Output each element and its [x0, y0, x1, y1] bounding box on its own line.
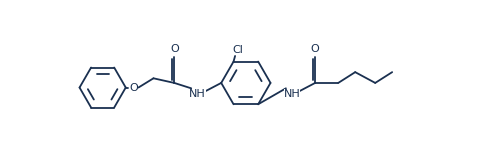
Text: O: O [129, 83, 138, 93]
Text: NH: NH [189, 89, 206, 99]
Text: Cl: Cl [233, 45, 244, 55]
Text: O: O [311, 44, 320, 54]
Text: O: O [170, 44, 179, 54]
Text: NH: NH [284, 89, 300, 99]
